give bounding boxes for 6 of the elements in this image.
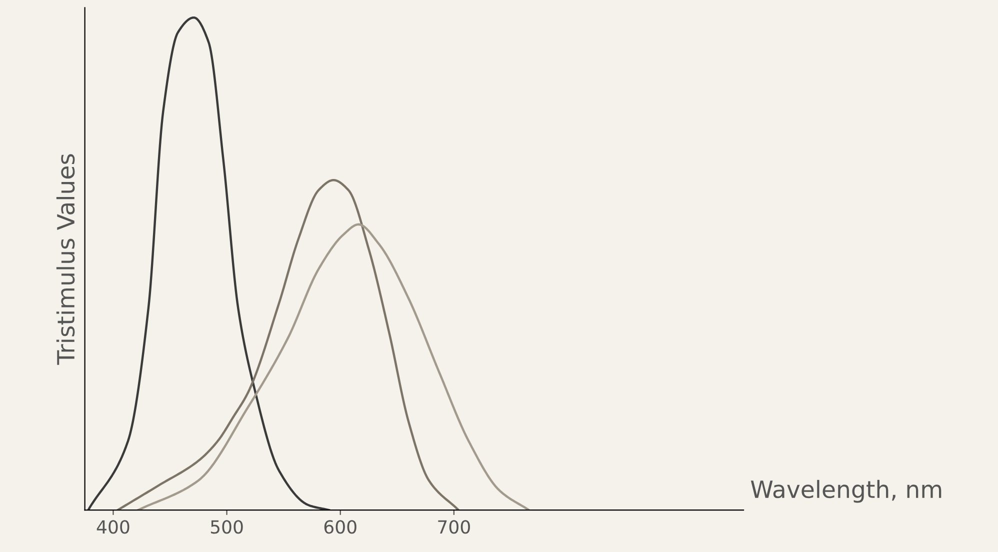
x-axis-title: Wavelength, nm xyxy=(750,480,942,503)
x-tick-label: 400 xyxy=(96,520,130,534)
x-tick-label: 600 xyxy=(324,520,356,534)
x-tick-label: 700 xyxy=(438,520,470,534)
y-axis-title: Tristimulus Values xyxy=(56,154,75,365)
x-tick-label: 500 xyxy=(210,520,243,534)
